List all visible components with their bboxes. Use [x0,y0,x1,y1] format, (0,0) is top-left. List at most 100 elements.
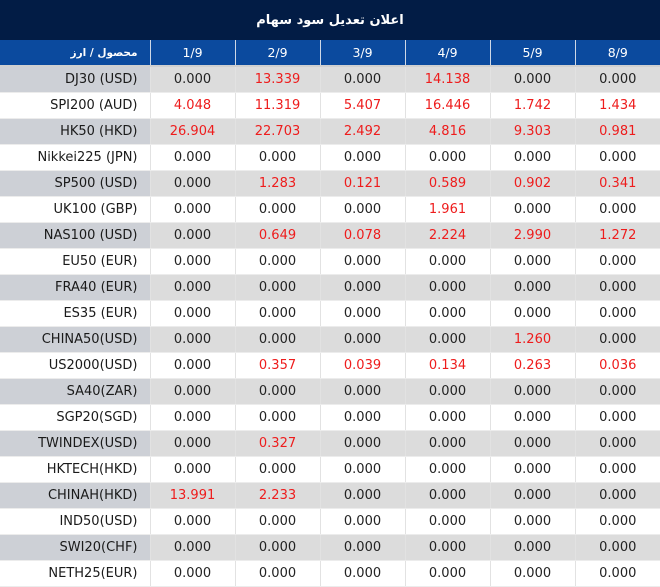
value-cell: 0.000 [490,456,576,483]
value-cell: 0.000 [575,456,660,483]
value-cell: 16.446 [405,92,491,119]
value-cell: 1.260 [490,326,576,353]
value-cell: 0.000 [320,66,406,93]
product-cell: NETH25(EUR) [0,560,151,587]
value-cell: 0.000 [575,482,660,509]
value-cell: 0.000 [320,248,406,275]
value-cell: 0.000 [490,274,576,301]
value-cell: 0.000 [150,456,236,483]
table-row: IND50(USD) 0.000 0.000 0.000 0.000 0.000 0.000 [0,508,660,535]
table-row: EU50 (EUR) 0.000 0.000 0.000 0.000 0.000 0.000 [0,248,660,275]
product-cell: UK100 (GBP) [0,196,151,223]
value-cell: 0.000 [235,508,321,535]
value-cell: 0.000 [575,560,660,587]
table-row: ES35 (EUR) 0.000 0.000 0.000 0.000 0.000 0.000 [0,300,660,327]
table-row: US2000(USD) 0.000 0.357 0.039 0.134 0.263 0.03… [0,352,660,379]
value-cell: 0.263 [490,352,576,379]
value-cell: 0.000 [320,326,406,353]
value-cell: 0.000 [405,404,491,431]
value-cell: 0.000 [405,508,491,535]
value-cell: 0.000 [405,456,491,483]
table-row: TWINDEX(USD) 0.000 0.327 0.000 0.000 0.000 0.0… [0,430,660,457]
value-cell: 0.000 [235,144,321,171]
value-cell: 0.000 [490,430,576,457]
value-cell: 0.000 [235,196,321,223]
value-cell: 0.589 [405,170,491,197]
value-cell: 0.000 [320,196,406,223]
value-cell: 0.000 [490,144,576,171]
value-cell: 0.000 [320,482,406,509]
value-cell: 0.000 [490,534,576,561]
value-cell: 0.000 [150,222,236,249]
value-cell: 0.000 [575,248,660,275]
value-cell: 1.272 [575,222,660,249]
column-header-date: 3/9 [320,40,406,67]
value-cell: 0.000 [150,560,236,587]
table-row: HKTECH(HKD) 0.000 0.000 0.000 0.000 0.000 0.00… [0,456,660,483]
value-cell: 0.000 [150,430,236,457]
value-cell: 0.649 [235,222,321,249]
value-cell: 0.000 [150,274,236,301]
value-cell: 2.492 [320,118,406,145]
value-cell: 0.000 [405,482,491,509]
page-title: اعلان تعدیل سود سهام [0,0,660,40]
value-cell: 0.039 [320,352,406,379]
value-cell: 0.134 [405,352,491,379]
value-cell: 26.904 [150,118,236,145]
product-cell: Nikkei225 (JPN) [0,144,151,171]
product-cell: SA40(ZAR) [0,378,151,405]
table-row: SWI20(CHF) 0.000 0.000 0.000 0.000 0.000 0.000 [0,534,660,561]
value-cell: 0.000 [490,66,576,93]
value-cell: 2.990 [490,222,576,249]
table-row: SA40(ZAR) 0.000 0.000 0.000 0.000 0.000 0.000 [0,378,660,405]
value-cell: 0.000 [405,430,491,457]
table-body: DJ30 (USD) 0.000 13.339 0.000 14.138 0.000 0.0… [0,66,660,587]
table-row: SGP20(SGD) 0.000 0.000 0.000 0.000 0.000 0.000 [0,404,660,431]
value-cell: 0.357 [235,352,321,379]
value-cell: 0.000 [575,300,660,327]
value-cell: 0.000 [235,300,321,327]
value-cell: 0.000 [235,274,321,301]
value-cell: 0.000 [320,430,406,457]
value-cell: 13.339 [235,66,321,93]
value-cell: 0.000 [575,534,660,561]
value-cell: 0.000 [490,378,576,405]
product-cell: FRA40 (EUR) [0,274,151,301]
table-row: SP500 (USD) 0.000 1.283 0.121 0.589 0.902 0.34… [0,170,660,197]
value-cell: 0.000 [320,300,406,327]
value-cell: 0.000 [235,456,321,483]
table-row: Nikkei225 (JPN) 0.000 0.000 0.000 0.000 0.000… [0,144,660,171]
table-row: SPI200 (AUD) 4.048 11.319 5.407 16.446 1.742 1… [0,92,660,119]
value-cell: 0.000 [320,456,406,483]
product-cell: IND50(USD) [0,508,151,535]
value-cell: 0.341 [575,170,660,197]
product-cell: CHINA50(USD) [0,326,151,353]
table-row: NETH25(EUR) 0.000 0.000 0.000 0.000 0.000 0.00… [0,560,660,587]
value-cell: 0.000 [490,560,576,587]
product-cell: ES35 (EUR) [0,300,151,327]
product-cell: DJ30 (USD) [0,66,151,93]
value-cell: 0.000 [320,560,406,587]
value-cell: 0.000 [490,404,576,431]
value-cell: 0.000 [150,404,236,431]
table-row: NAS100 (USD) 0.000 0.649 0.078 2.224 2.990 1.2… [0,222,660,249]
value-cell: 0.000 [235,326,321,353]
value-cell: 0.078 [320,222,406,249]
value-cell: 0.000 [150,144,236,171]
product-cell: NAS100 (USD) [0,222,151,249]
value-cell: 0.000 [235,404,321,431]
value-cell: 0.327 [235,430,321,457]
value-cell: 0.000 [575,404,660,431]
value-cell: 1.742 [490,92,576,119]
value-cell: 0.121 [320,170,406,197]
product-cell: EU50 (EUR) [0,248,151,275]
value-cell: 0.000 [405,144,491,171]
value-cell: 5.407 [320,92,406,119]
table-row: CHINAH(HKD) 13.991 2.233 0.000 0.000 0.000 0.0… [0,482,660,509]
value-cell: 0.902 [490,170,576,197]
value-cell: 0.000 [320,144,406,171]
table-row: DJ30 (USD) 0.000 13.339 0.000 14.138 0.000 0.0… [0,66,660,93]
value-cell: 0.000 [575,508,660,535]
value-cell: 0.000 [575,430,660,457]
product-cell: HK50 (HKD) [0,118,151,145]
